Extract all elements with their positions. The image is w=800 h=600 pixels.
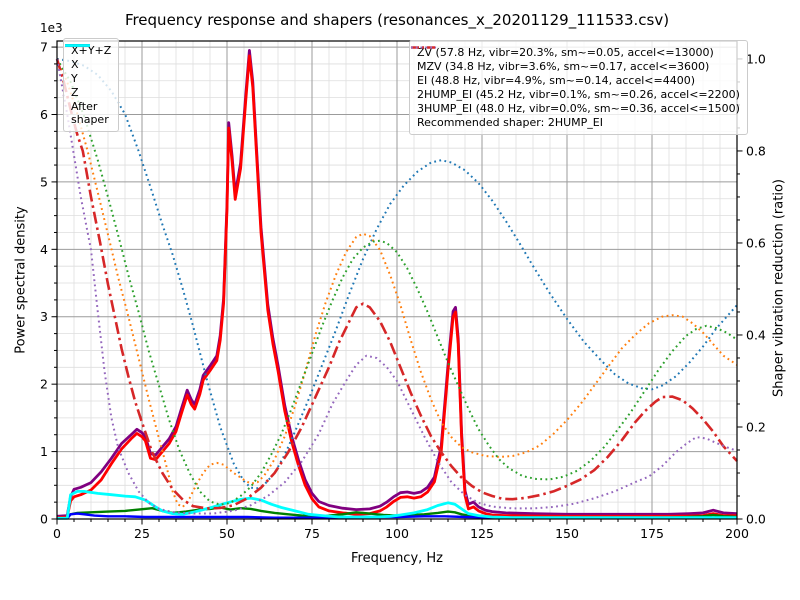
y-left-axis-label: Power spectral density (13, 206, 29, 354)
legend-item-3hump-ei: 3HUMP_EI (48.0 Hz, vibr=0.0%, sm~=0.36, … (411, 46, 740, 115)
svg-text:25: 25 (134, 526, 150, 541)
svg-text:0.2: 0.2 (746, 419, 766, 434)
legend-item-after-shaper: After shaper (65, 44, 111, 126)
svg-text:0.0: 0.0 (746, 512, 766, 527)
legend-label-ei: EI (48.8 Hz, vibr=4.9%, sm~=0.14, accel<… (417, 74, 695, 87)
svg-text:5: 5 (40, 174, 48, 189)
y-right-axis-label: Shaper vibration reduction (ratio) (771, 179, 787, 397)
legend-item-ei: EI (48.8 Hz, vibr=4.9%, sm~=0.14, accel<… (411, 46, 740, 87)
series-line-shaper-ei (56, 58, 738, 506)
legend-label-xyz: X+Y+Z (71, 44, 112, 57)
legend-swatch-recommendation (410, 41, 437, 54)
legend-swatch-after-shaper (65, 44, 90, 47)
series-line-shaper-3hump-ei (56, 58, 738, 515)
series-line-shaper-zv (56, 57, 738, 490)
svg-text:3: 3 (40, 309, 48, 324)
svg-text:175: 175 (640, 526, 664, 541)
axis-tick-labels: 0 25 50 75 100 125 150 175 200 0 1 2 3 4 5 6 7 0.0 0.2 0.4 0… (40, 40, 766, 541)
svg-text:100: 100 (385, 526, 409, 541)
svg-text:50: 50 (219, 526, 235, 541)
legend-label-y: Y (71, 72, 78, 85)
series-line-psd-after-shaper (57, 490, 737, 520)
legend-label-zv: ZV (57.8 Hz, vibr=20.3%, sm~=0.05, accel… (417, 46, 714, 59)
svg-text:7: 7 (40, 40, 48, 55)
legend-item-y: Y (65, 44, 111, 85)
svg-text:4: 4 (40, 242, 48, 257)
svg-text:1.0: 1.0 (746, 51, 766, 66)
legend-item-zv: ZV (57.8 Hz, vibr=20.3%, sm~=0.05, accel… (411, 46, 740, 59)
svg-text:0: 0 (53, 526, 61, 541)
legend-label-x: X (71, 58, 79, 71)
legend-item-z: Z (65, 44, 111, 99)
legend-item-x: X (65, 44, 111, 71)
svg-text:75: 75 (304, 526, 320, 541)
series-line-psd-x (56, 54, 737, 520)
legend-item-mzv: MZV (34.8 Hz, vibr=3.6%, sm~=0.17, accel… (411, 46, 740, 73)
y-axis-offset-text: 1e3 (40, 21, 63, 35)
svg-text:6: 6 (40, 107, 48, 122)
svg-text:150: 150 (555, 526, 579, 541)
axis-ticks (51, 46, 743, 525)
svg-text:0.8: 0.8 (746, 143, 766, 158)
x-axis-label: Frequency, Hz (350, 551, 444, 566)
series-line-shaper-2hump-ei (55, 58, 738, 510)
svg-text:0: 0 (40, 512, 48, 527)
svg-text:200: 200 (725, 526, 749, 541)
chart-title: Frequency response and shapers (resonanc… (124, 11, 670, 29)
legend-item-recommendation: Recommended shaper: 2HUMP_EI (417, 116, 740, 129)
legend-series: X+Y+Z X Y Z After shaper (63, 38, 120, 132)
legend-label-2hump-ei: 2HUMP_EI (45.2 Hz, vibr=0.1%, sm~=0.26, … (417, 88, 740, 101)
legend-item-2hump-ei: 2HUMP_EI (45.2 Hz, vibr=0.1%, sm~=0.26, … (411, 46, 740, 101)
svg-text:0.4: 0.4 (746, 327, 766, 342)
legend-label-3hump-ei: 3HUMP_EI (48.0 Hz, vibr=0.0%, sm~=0.36, … (417, 102, 740, 115)
svg-text:0.6: 0.6 (746, 235, 766, 250)
legend-label-after-shaper: After shaper (71, 100, 109, 126)
legend-label-recommendation: Recommended shaper: 2HUMP_EI (417, 116, 603, 129)
legend-swatch-3hump-ei (411, 46, 436, 49)
svg-text:125: 125 (470, 526, 494, 541)
legend-label-z: Z (71, 86, 79, 99)
legend-shapers: ZV (57.8 Hz, vibr=20.3%, sm~=0.05, accel… (409, 40, 748, 135)
svg-text:1: 1 (40, 444, 48, 459)
svg-text:2: 2 (40, 377, 48, 392)
legend-label-mzv: MZV (34.8 Hz, vibr=3.6%, sm~=0.17, accel… (417, 60, 710, 73)
series-lines (55, 49, 738, 520)
